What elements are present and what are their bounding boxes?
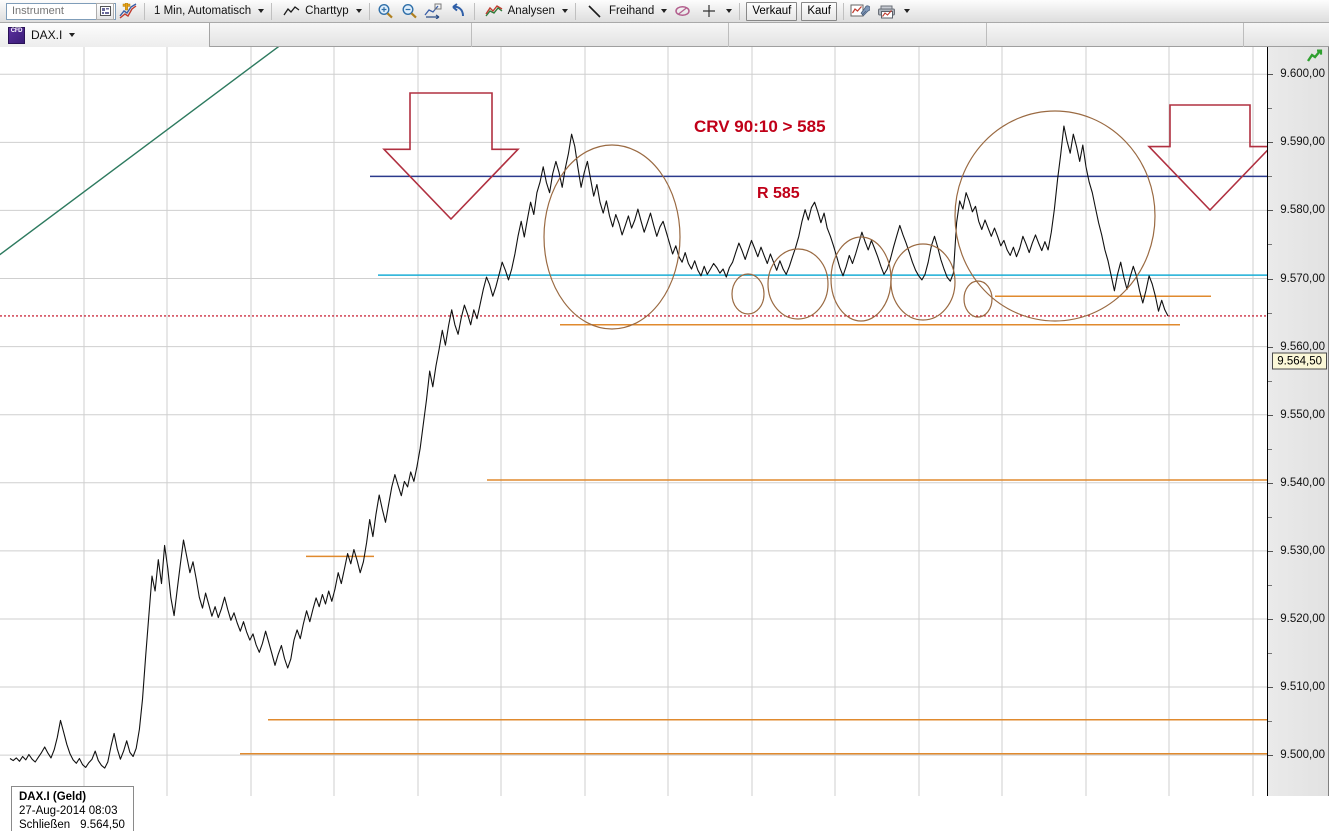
- legend-close-label: Schließen: [19, 819, 71, 831]
- analysen-menu[interactable]: Analysen: [479, 2, 571, 21]
- price-tick-minor: [1268, 584, 1272, 586]
- pattern-circle-2[interactable]: [731, 273, 765, 315]
- chevron-down-icon: [661, 9, 668, 13]
- zoom-out-icon[interactable]: [399, 1, 421, 21]
- chevron-down-icon: [904, 9, 910, 13]
- price-tick-label: 9.520,00: [1280, 612, 1325, 625]
- price-tick-label: 9.570,00: [1280, 272, 1325, 285]
- pattern-circle-1[interactable]: [543, 144, 681, 330]
- buy-button[interactable]: Kauf: [801, 1, 837, 21]
- price-tick-minor: [1268, 448, 1272, 450]
- price-tick-minor: [1268, 244, 1272, 246]
- print-chart-button[interactable]: [872, 2, 913, 21]
- price-tick-minor: [1268, 516, 1272, 518]
- charttype-label: Charttyp: [305, 5, 349, 17]
- price-tick: [1268, 550, 1273, 552]
- price-tick: [1268, 414, 1273, 416]
- analysis-icon: [483, 1, 505, 21]
- chevron-down-icon: [355, 9, 362, 13]
- price-tick-minor: [1268, 176, 1272, 178]
- main-toolbar: 1 Min, Automatisch Charttyp: [0, 0, 1329, 23]
- tab-dax-i[interactable]: CFD DAX.I: [0, 23, 210, 47]
- price-tick-minor: [1268, 312, 1272, 314]
- interval-label: 1 Min, Automatisch: [154, 5, 252, 17]
- price-tick-minor: [1268, 721, 1272, 723]
- price-plot[interactable]: CRV 90:10 > 585 R 585: [0, 47, 1268, 796]
- price-tick: [1268, 278, 1273, 280]
- chevron-down-icon: [561, 9, 568, 13]
- instrument-lookup-icon[interactable]: [96, 2, 114, 20]
- instrument-search-box[interactable]: [6, 2, 116, 20]
- price-tick: [1268, 210, 1273, 212]
- eraser-icon[interactable]: [671, 1, 693, 21]
- sell-button[interactable]: Verkauf: [746, 1, 798, 21]
- search-input[interactable]: [10, 2, 94, 20]
- pattern-circle-7[interactable]: [954, 110, 1156, 322]
- legend-close-value: 9.564,50: [80, 819, 125, 831]
- pattern-circle-5[interactable]: [890, 243, 956, 321]
- chevron-down-icon: [726, 9, 733, 13]
- tab-label: DAX.I: [31, 28, 63, 42]
- price-tick-label: 9.560,00: [1280, 340, 1325, 353]
- price-tick: [1268, 687, 1273, 689]
- down-arrow-left[interactable]: [382, 92, 520, 221]
- cfd-icon-text: CFD: [10, 27, 23, 34]
- chevron-down-icon: [258, 9, 265, 13]
- uptrend-line[interactable]: [0, 47, 345, 262]
- resistance-annotation[interactable]: R 585: [757, 185, 800, 202]
- interval-selector[interactable]: 1 Min, Automatisch: [149, 2, 267, 21]
- pattern-circle-3[interactable]: [767, 248, 829, 320]
- price-tick-label: 9.590,00: [1280, 136, 1325, 149]
- crosshair-tool[interactable]: [694, 2, 735, 21]
- price-tick: [1268, 482, 1273, 484]
- price-tick: [1268, 74, 1273, 76]
- line-chart-icon: [280, 1, 302, 21]
- charttype-selector[interactable]: Charttyp: [276, 2, 364, 21]
- crosshair-icon: [698, 1, 720, 21]
- freihand-menu[interactable]: Freihand: [580, 2, 670, 21]
- legend-datetime: 27-Aug-2014 08:03: [19, 805, 118, 817]
- price-tick-label: 9.500,00: [1280, 749, 1325, 762]
- plot-canvas: [0, 47, 1268, 796]
- price-tick-label: 9.540,00: [1280, 476, 1325, 489]
- price-tick: [1268, 142, 1273, 144]
- trend-up-icon: [1307, 49, 1323, 63]
- crv-annotation[interactable]: CRV 90:10 > 585: [694, 117, 826, 136]
- price-tick: [1268, 755, 1273, 757]
- price-tick-minor: [1268, 653, 1272, 654]
- line-tool-icon: [584, 1, 606, 21]
- cfd-icon: CFD: [8, 26, 25, 44]
- last-price-badge: 9.564,50: [1272, 352, 1327, 370]
- price-axis[interactable]: 9.600,00 9.590,00 9.580,00 9.570,00 9.560,00…: [1268, 47, 1329, 796]
- pattern-circle-6[interactable]: [963, 280, 993, 318]
- chart-settings-icon[interactable]: [849, 1, 871, 21]
- price-tick: [1268, 346, 1273, 348]
- price-tick-minor: [1268, 380, 1272, 382]
- price-tick-label: 9.510,00: [1280, 681, 1325, 694]
- chevron-down-icon[interactable]: [69, 33, 76, 37]
- price-tick-label: 9.530,00: [1280, 544, 1325, 557]
- add-indicator-icon[interactable]: [117, 1, 139, 21]
- chart-area: CRV 90:10 > 585 R 585 9.600,00 9.590,00 9.5…: [0, 47, 1329, 831]
- price-tick-label: 9.550,00: [1280, 408, 1325, 421]
- legend-title: DAX.I (Geld): [19, 791, 87, 803]
- price-tick-label: 9.600,00: [1280, 68, 1325, 81]
- price-tick: [1268, 618, 1273, 620]
- undo-icon[interactable]: [447, 1, 469, 21]
- analysen-label: Analysen: [507, 5, 555, 17]
- zoom-in-icon[interactable]: [375, 1, 397, 21]
- freihand-label: Freihand: [608, 5, 655, 17]
- price-tick-label: 9.580,00: [1280, 204, 1325, 217]
- down-arrow-right[interactable]: [1147, 104, 1268, 212]
- price-tick-minor: [1268, 108, 1272, 110]
- fit-chart-icon[interactable]: [423, 1, 445, 21]
- instrument-tabstrip: CFD DAX.I: [0, 23, 1329, 47]
- print-chart-icon: [876, 1, 898, 21]
- quote-legend: DAX.I (Geld) 27-Aug-2014 08:03 Schließen…: [11, 786, 134, 831]
- price-line[interactable]: [9, 125, 1169, 769]
